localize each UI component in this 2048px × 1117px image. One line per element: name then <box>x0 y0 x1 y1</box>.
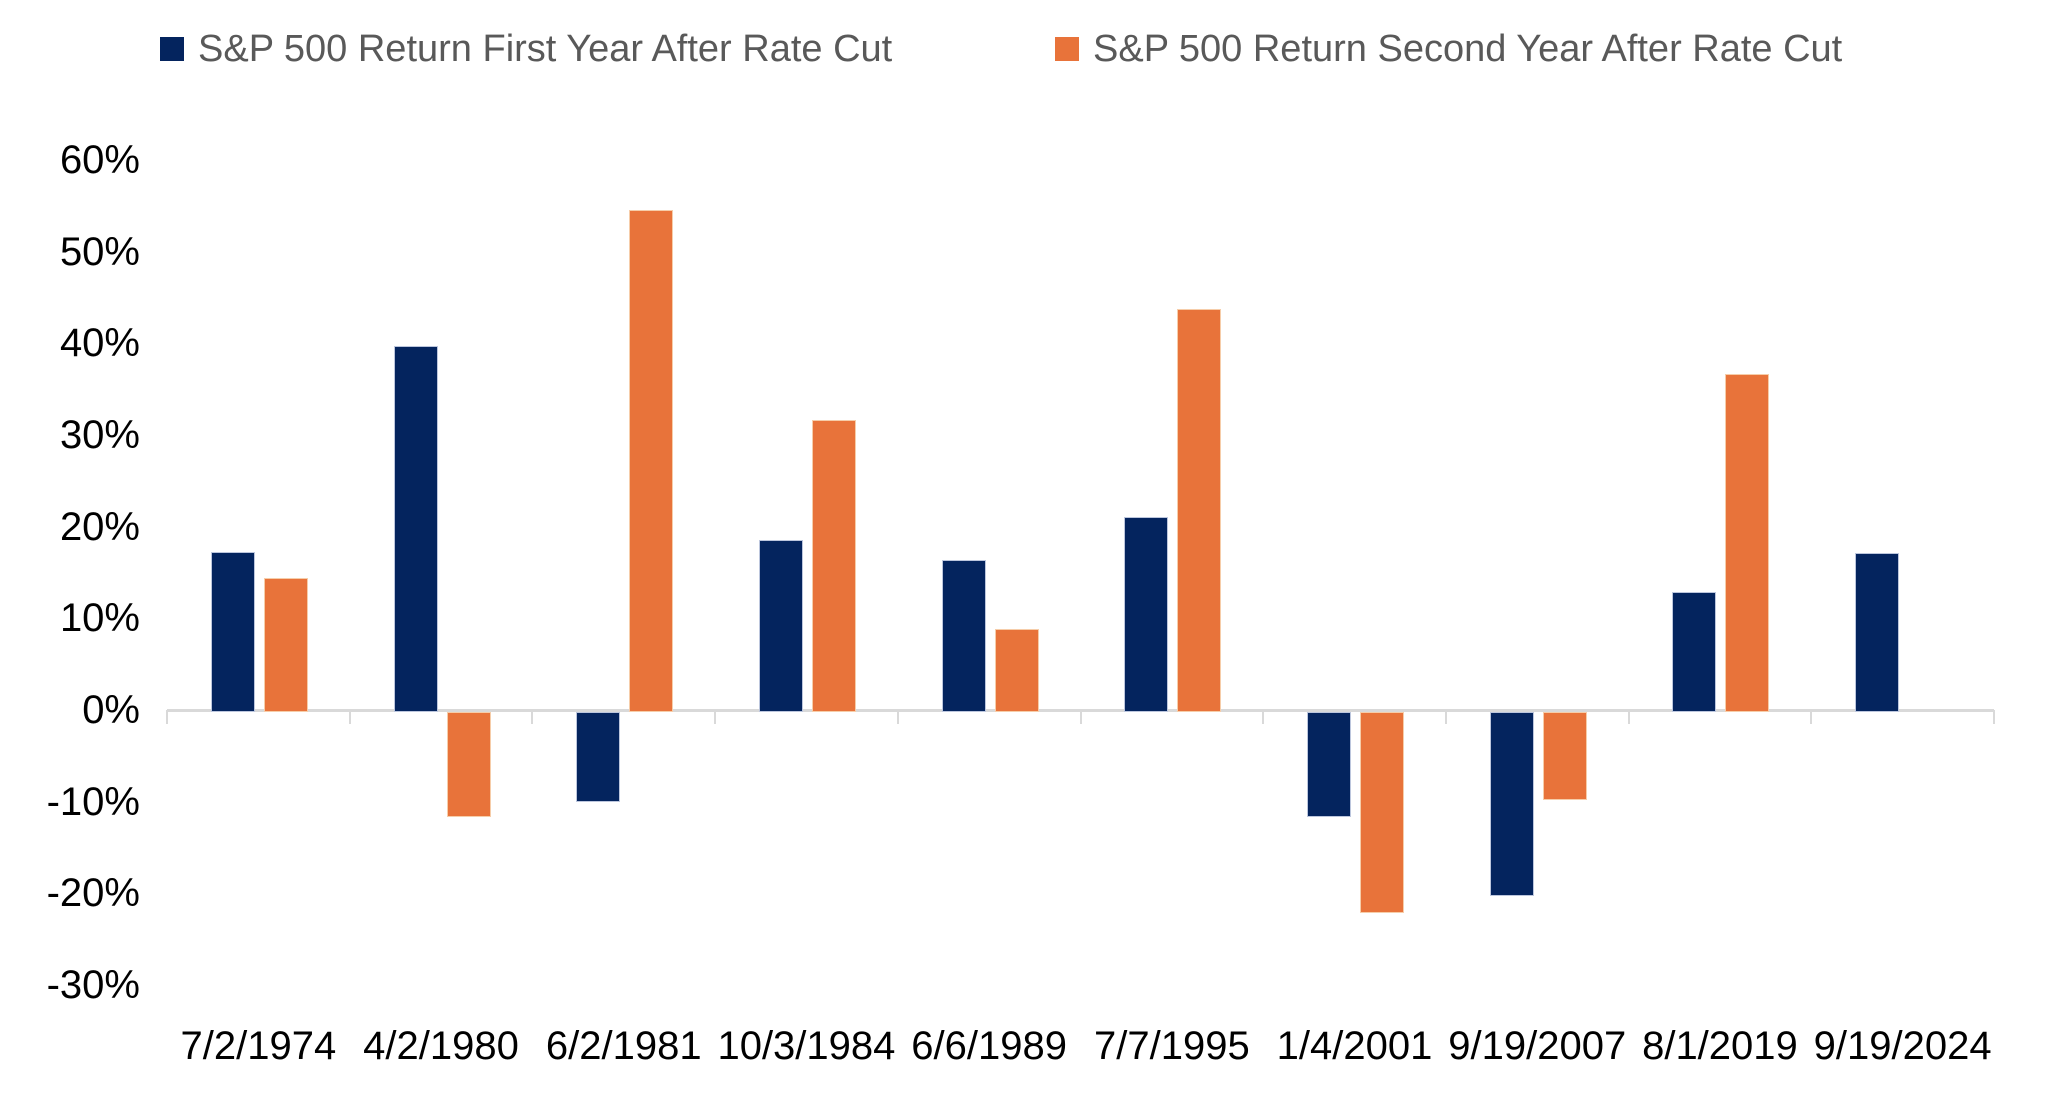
y-tick-label: -10% <box>46 779 140 824</box>
bar-second-year <box>994 629 1039 712</box>
bar-second-year <box>1725 374 1770 712</box>
x-tick-label: 1/4/2001 <box>1276 1024 1433 1068</box>
bar-second-year <box>811 420 856 712</box>
bar-second-year <box>1542 712 1587 801</box>
x-tick-label: 6/6/1989 <box>911 1024 1067 1068</box>
bar-first-year <box>1672 591 1717 712</box>
y-tick-label: -30% <box>46 963 140 1007</box>
bar-second-year <box>263 577 308 712</box>
bar-second-year <box>629 210 674 712</box>
legend-label-second-year: S&P 500 Return Second Year After Rate Cu… <box>1093 27 1843 70</box>
x-tick-label: 7/7/1995 <box>1093 1024 1250 1068</box>
x-tick-label: 4/2/1980 <box>363 1024 519 1068</box>
x-axis-tick <box>1627 710 1630 724</box>
x-axis-tick <box>1262 710 1265 724</box>
x-axis-tick <box>1810 710 1813 724</box>
x-axis-tick <box>1993 710 1995 724</box>
legend-label-first-year: S&P 500 Return First Year After Rate Cut <box>198 27 893 70</box>
legend-item-second-year: S&P 500 Return Second Year After Rate Cu… <box>1055 26 1842 72</box>
bar-first-year <box>1307 712 1352 817</box>
x-tick-label: 10/3/1984 <box>717 1024 896 1068</box>
bar-second-year <box>1177 309 1222 712</box>
y-tick-label: 40% <box>59 321 140 366</box>
x-axis-tick <box>348 710 351 724</box>
x-tick-label: 7/2/1974 <box>180 1024 337 1068</box>
legend-swatch-first-year-icon <box>160 37 184 61</box>
x-axis-tick <box>1444 710 1447 724</box>
x-tick-label: 6/2/1981 <box>545 1024 702 1068</box>
x-axis-tick <box>166 710 168 724</box>
legend-swatch-second-year-icon <box>1055 37 1079 61</box>
x-axis-tick <box>531 710 534 724</box>
bar-first-year <box>576 712 621 802</box>
x-tick-label: 8/1/2019 <box>1642 1024 1798 1068</box>
y-tick-label: 0% <box>82 688 140 732</box>
bar-first-year <box>210 552 255 712</box>
bar-first-year <box>393 346 438 712</box>
y-tick-label: -20% <box>46 871 140 916</box>
x-tick-label: 9/19/2024 <box>1813 1024 1992 1068</box>
bar-second-year <box>1360 712 1405 913</box>
y-tick-label: 60% <box>59 137 140 182</box>
x-axis-tick <box>1079 710 1082 724</box>
bar-first-year <box>1489 712 1534 896</box>
y-tick-label: 10% <box>59 596 140 641</box>
y-tick-label: 50% <box>59 229 140 274</box>
x-tick-label: 9/19/2007 <box>1448 1024 1627 1068</box>
bar-first-year <box>758 540 803 712</box>
bar-first-year <box>1855 553 1900 712</box>
x-axis-tick <box>896 710 899 724</box>
bar-first-year <box>941 559 986 712</box>
legend-item-first-year: S&P 500 Return First Year After Rate Cut <box>160 26 892 72</box>
y-tick-label: 20% <box>59 504 140 549</box>
x-axis-tick <box>714 710 717 724</box>
y-tick-label: 30% <box>59 412 140 457</box>
bar-first-year <box>1124 517 1169 712</box>
bar-second-year <box>446 712 491 817</box>
